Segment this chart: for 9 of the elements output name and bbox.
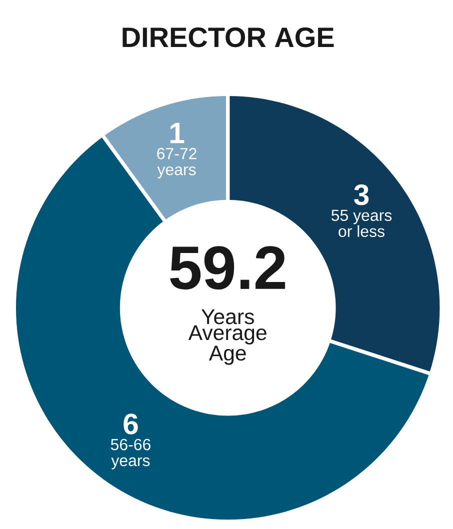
text: 59.2 — [170, 246, 286, 290]
data-label: 6 — [124, 414, 138, 434]
chart-title: DIRECTOR AGE — [122, 27, 334, 48]
slice-label: 56-66 years — [110, 438, 150, 470]
slice-label: 55 years or less — [331, 210, 392, 237]
slice-label: 67-72 years — [157, 148, 196, 178]
text: Years Average Age — [188, 309, 266, 365]
data-label: 3 — [354, 184, 369, 206]
data-label: 1 — [170, 122, 184, 144]
